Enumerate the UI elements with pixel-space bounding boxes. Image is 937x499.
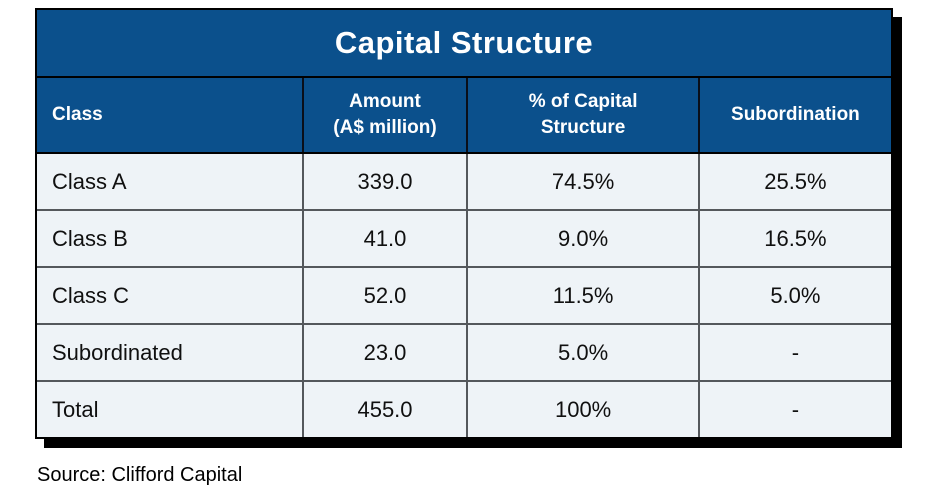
cell-pct: 5.0% xyxy=(467,324,700,382)
cell-subordination: 25.5% xyxy=(698,153,891,211)
cell-pct: 74.5% xyxy=(467,153,700,211)
table-row-subordinated: Subordinated 23.0 5.0% - xyxy=(37,324,891,382)
cell-class: Subordinated xyxy=(37,324,304,382)
cell-amount: 23.0 xyxy=(302,324,469,382)
cell-amount: 339.0 xyxy=(302,153,469,211)
source-note: Source: Clifford Capital xyxy=(37,464,243,486)
capital-structure-table: Capital Structure Class Amount (A$ milli… xyxy=(35,8,893,439)
cell-class: Class B xyxy=(37,210,304,268)
table-header-row: Class Amount (A$ million) % of Capital S… xyxy=(37,77,891,154)
cell-class: Total xyxy=(37,381,304,437)
cell-pct: 9.0% xyxy=(467,210,700,268)
cell-subordination: - xyxy=(698,381,891,437)
column-header-class: Class xyxy=(37,77,304,154)
cell-subordination: 5.0% xyxy=(698,267,891,325)
cell-amount: 455.0 xyxy=(302,381,469,437)
column-header-amount: Amount (A$ million) xyxy=(302,77,469,154)
table-row-total: Total 455.0 100% - xyxy=(37,381,891,437)
cell-subordination: - xyxy=(698,324,891,382)
table-row-class-b: Class B 41.0 9.0% 16.5% xyxy=(37,210,891,268)
cell-amount: 52.0 xyxy=(302,267,469,325)
table-title-row: Capital Structure xyxy=(37,10,891,78)
table-title: Capital Structure xyxy=(37,10,891,78)
table-row-class-a: Class A 339.0 74.5% 25.5% xyxy=(37,153,891,211)
cell-pct: 11.5% xyxy=(467,267,700,325)
data-table: Capital Structure Class Amount (A$ milli… xyxy=(37,10,891,437)
table-row-class-c: Class C 52.0 11.5% 5.0% xyxy=(37,267,891,325)
cell-class: Class C xyxy=(37,267,304,325)
column-header-subordination: Subordination xyxy=(698,77,891,154)
cell-pct: 100% xyxy=(467,381,700,437)
cell-subordination: 16.5% xyxy=(698,210,891,268)
cell-class: Class A xyxy=(37,153,304,211)
column-header-pct-of-capital-structure: % of Capital Structure xyxy=(467,77,700,154)
cell-amount: 41.0 xyxy=(302,210,469,268)
